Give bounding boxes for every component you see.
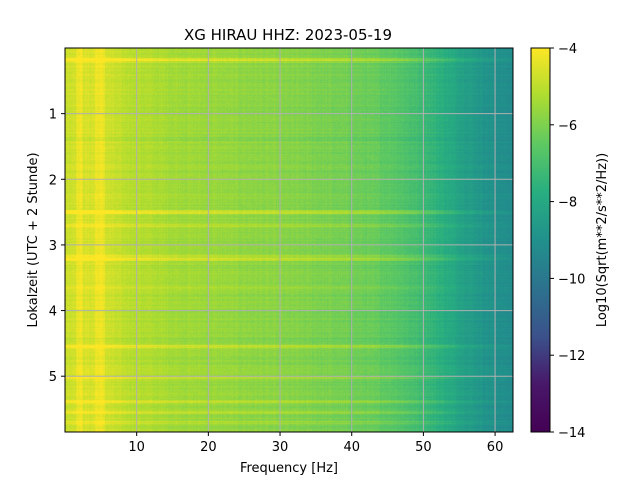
y-tick-label: 1 xyxy=(49,108,57,123)
colorbar-tick-label: −6 xyxy=(558,119,577,134)
y-tick-label: 3 xyxy=(49,239,57,254)
x-tick-label: 30 xyxy=(272,440,289,455)
x-axis-ticks: 10 20 30 40 50 60 xyxy=(128,432,503,455)
x-tick-label: 60 xyxy=(487,440,504,455)
y-tick-label: 5 xyxy=(49,370,57,385)
axes-frame xyxy=(64,47,514,433)
colorbar-tick-label: −10 xyxy=(558,272,585,287)
y-axis-label: Lokalzeit (UTC + 2 Stunde) xyxy=(26,152,41,327)
colorbar-tick-label: −8 xyxy=(558,196,577,211)
colorbar-tick-label: −14 xyxy=(558,426,585,441)
spectrogram-heatmap xyxy=(65,48,513,432)
x-tick-label: 40 xyxy=(343,440,360,455)
chart-title: XG HIRAU HHZ: 2023-05-19 xyxy=(184,26,392,44)
colorbar: −14 −12 −10 −8 −6 −4 Log10(Sqrt(m**2/s**2/Hz)… xyxy=(530,42,610,441)
colorbar-tick-label: −4 xyxy=(558,42,577,57)
y-tick-label: 4 xyxy=(49,305,57,320)
plot-area xyxy=(65,48,513,432)
colorbar-label: Log10(Sqrt(m**2/s**2/Hz)) xyxy=(595,153,610,327)
x-tick-label: 20 xyxy=(200,440,217,455)
x-axis-label: Frequency [Hz] xyxy=(240,461,338,476)
y-axis-ticks: 1 2 3 4 5 xyxy=(49,108,65,385)
colorbar-ticks: −14 −12 −10 −8 −6 −4 xyxy=(550,42,585,441)
x-tick-label: 10 xyxy=(128,440,145,455)
colorbar-gradient xyxy=(530,47,551,433)
x-tick-label: 50 xyxy=(415,440,432,455)
colorbar-tick-label: −12 xyxy=(558,349,585,364)
y-tick-label: 2 xyxy=(49,173,57,188)
grid-lines xyxy=(65,48,513,432)
